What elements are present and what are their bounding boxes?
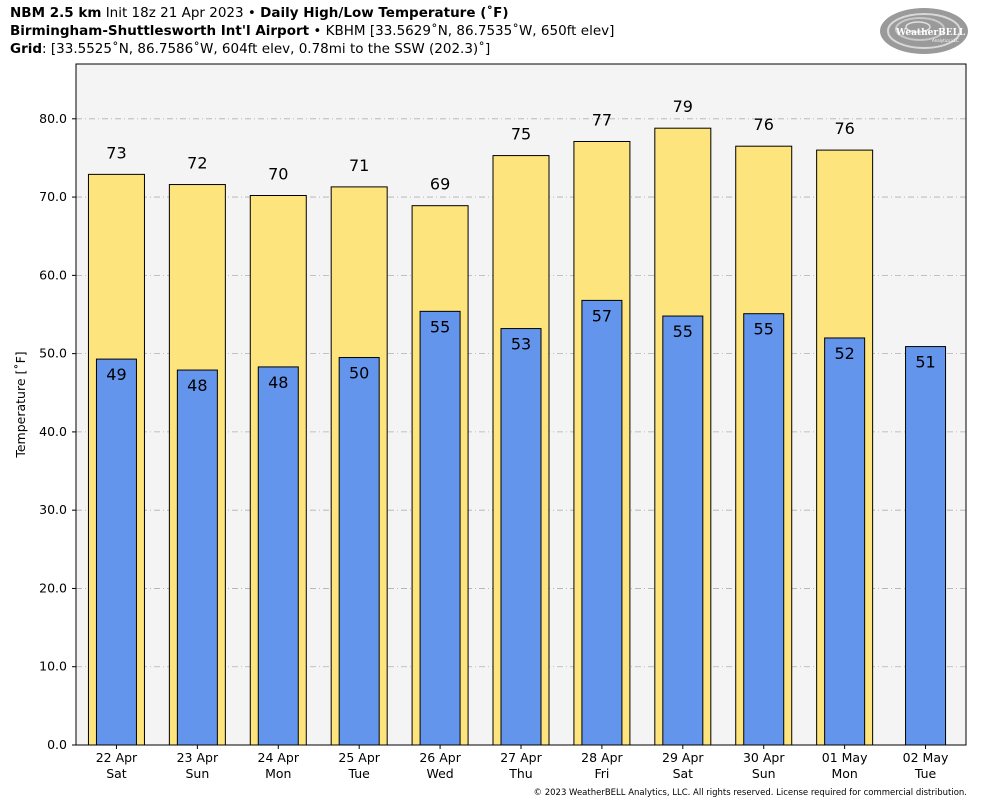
- low-temp-label: 50: [349, 364, 369, 383]
- low-temp-bar: [905, 346, 947, 746]
- copyright-footer: © 2023 WeatherBELL Analytics, LLC. All r…: [533, 788, 967, 798]
- weatherbell-logo: WeatherBELL Analytics LLC: [880, 8, 968, 54]
- y-tick-label: 10.0: [39, 659, 67, 674]
- value-labels: 73 49 72 48 70 48 71 50 69 55 75 53 77 57 79 55 76 55 76 52…: [106, 97, 935, 395]
- product-title: Daily High/Low Temperature (˚F): [260, 5, 509, 21]
- logo-text: WeatherBELL: [895, 28, 966, 38]
- low-temp-label: 49: [106, 365, 126, 384]
- high-temp-label: 77: [592, 110, 612, 129]
- high-temp-label: 73: [106, 143, 126, 162]
- init-time: Init 18z 21 Apr 2023: [105, 5, 244, 21]
- low-temp-bar: [662, 315, 704, 746]
- high-temp-label: 79: [673, 97, 693, 116]
- low-temp-label: 55: [754, 320, 774, 339]
- x-tick-date: 22 Apr: [96, 750, 138, 765]
- station-info: KBHM [33.5629˚N, 86.7535˚W, 650ft elev]: [325, 23, 615, 39]
- x-tick-day: Sat: [673, 766, 694, 781]
- y-axis-label: Temperature [˚F]: [13, 351, 28, 458]
- model-name: NBM 2.5 km: [10, 5, 102, 21]
- low-temp-label: 51: [915, 353, 935, 372]
- low-temp-bar: [176, 369, 218, 746]
- station-name: Birmingham-Shuttlesworth Int'l Airport: [10, 23, 310, 39]
- low-temp-label: 52: [834, 344, 854, 363]
- y-tick-label: 50.0: [39, 346, 67, 361]
- low-temp-label: 48: [187, 376, 207, 395]
- x-tick-date: 27 Apr: [500, 750, 542, 765]
- low-temp-bar: [824, 337, 866, 746]
- high-temp-label: 76: [754, 115, 774, 134]
- x-tick-date: 23 Apr: [177, 750, 219, 765]
- y-tick-label: 20.0: [39, 580, 67, 595]
- high-temp-label: 69: [430, 175, 450, 194]
- low-temp-bar: [500, 328, 542, 746]
- y-tick-label: 60.0: [39, 267, 67, 282]
- x-tick-day: Sat: [106, 766, 127, 781]
- y-tick-label: 30.0: [39, 502, 67, 517]
- header-line-2: Birmingham-Shuttlesworth Int'l Airport •…: [10, 23, 614, 40]
- high-temp-label: 70: [268, 165, 288, 184]
- header-line-1: NBM 2.5 km Init 18z 21 Apr 2023 • Daily …: [10, 5, 509, 22]
- low-temp-bar: [338, 357, 380, 746]
- logo-subtext: Analytics LLC: [932, 38, 959, 43]
- low-temp-label: 55: [430, 317, 450, 336]
- x-tick-date: 29 Apr: [662, 750, 704, 765]
- x-tick-date: 24 Apr: [258, 750, 300, 765]
- high-temp-label: 72: [187, 154, 207, 173]
- x-tick-date: 30 Apr: [743, 750, 785, 765]
- x-tick-date: 02 May: [903, 750, 949, 765]
- bars: [87, 127, 947, 746]
- x-tick-day: Thu: [508, 766, 532, 781]
- y-axis: 0.0 10.0 20.0 30.0 40.0 50.0 60.0 70.0 80.0: [39, 111, 76, 752]
- x-tick-day: Sun: [752, 766, 776, 781]
- y-tick-label: 40.0: [39, 424, 67, 439]
- x-tick-date: 25 Apr: [338, 750, 380, 765]
- y-tick-label: 70.0: [39, 189, 67, 204]
- separator: •: [309, 23, 326, 39]
- x-tick-day: Tue: [348, 766, 371, 781]
- x-tick-day: Mon: [831, 766, 857, 781]
- x-tick-day: Tue: [914, 766, 937, 781]
- high-temp-label: 75: [511, 125, 531, 144]
- low-temp-label: 55: [673, 322, 693, 341]
- low-temp-label: 53: [511, 335, 531, 354]
- low-temp-label: 48: [268, 373, 288, 392]
- x-tick-date: 01 May: [822, 750, 868, 765]
- x-tick-date: 28 Apr: [581, 750, 623, 765]
- x-tick-day: Sun: [185, 766, 209, 781]
- low-temp-bar: [743, 313, 785, 746]
- x-tick-day: Wed: [426, 766, 453, 781]
- x-tick-day: Mon: [265, 766, 291, 781]
- grid-label: Grid: [10, 41, 43, 57]
- low-temp-bar: [95, 358, 137, 746]
- y-tick-label: 0.0: [47, 737, 67, 752]
- grid-info: : [33.5525˚N, 86.7586˚W, 604ft elev, 0.7…: [42, 41, 491, 57]
- low-temp-label: 57: [592, 306, 612, 325]
- y-tick-label: 80.0: [39, 111, 67, 126]
- low-temp-bar: [257, 366, 299, 746]
- x-tick-date: 26 Apr: [419, 750, 461, 765]
- x-tick-day: Fri: [594, 766, 609, 781]
- high-temp-label: 71: [349, 156, 369, 175]
- header-line-3: Grid: [33.5525˚N, 86.7586˚W, 604ft elev,…: [10, 41, 490, 58]
- low-temp-bar: [419, 310, 461, 746]
- high-temp-label: 76: [834, 119, 854, 138]
- separator: •: [243, 5, 261, 21]
- low-temp-bar: [581, 299, 623, 746]
